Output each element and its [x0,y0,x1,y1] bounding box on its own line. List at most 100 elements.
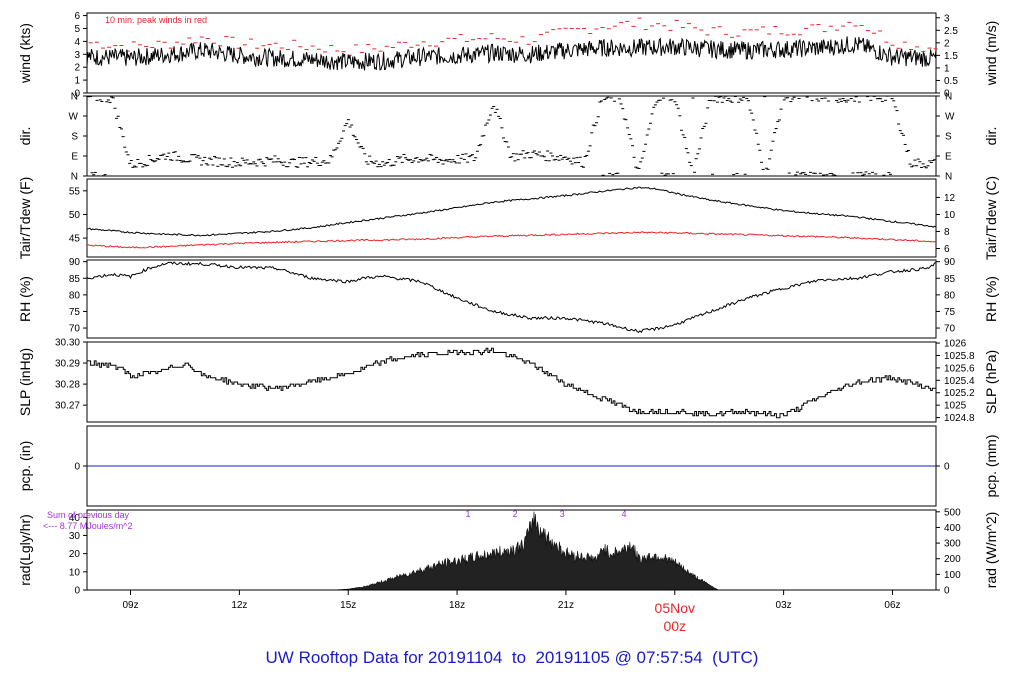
slp-frame [86,341,937,423]
slp-tick-label-right: 1025.6 [944,363,975,374]
rh-tick-label-right: 75 [944,307,956,318]
rh-tick-label-right: 85 [944,274,956,285]
rh-frame [86,259,937,339]
rad-tick-label-left: 20 [69,549,81,560]
temp-series-line-black [86,186,937,237]
wind-tick-label-left: 2 [74,63,80,74]
dir-tick-label-left: N [71,92,78,103]
rad-ylabel-right: rad (W/m^2) [983,512,999,589]
rh-tick-label-right: 80 [944,290,956,301]
pcp-ylabel-left: pcp. (in) [17,441,33,492]
rad-tick-label-right: 0 [944,586,950,597]
rad-tick-label-right: 100 [944,570,961,581]
slp-tick-label-right: 1025.4 [944,376,975,387]
rad-annotation-line-1: Sum of previous day [47,510,130,520]
wind-tick-label-right: 2 [944,38,950,49]
rad-marker-label: 4 [621,509,626,519]
wind-tick-label-right: 3 [944,13,950,24]
wind-tick-label-right: 1 [944,63,950,74]
slp-tick-label-left: 30.30 [55,338,80,349]
temp-tick-label-left: 50 [69,210,81,221]
temp-tick-label-left: 55 [69,186,81,197]
dir-tick-label-left: W [69,112,79,123]
rad-tick-label-left: 0 [74,586,80,597]
wind-tick-label-right: 1.5 [944,51,958,62]
wind-tick-label-right: 2.5 [944,26,958,37]
rh-tick-label-left: 90 [69,257,81,268]
slp-tick-label-left: 30.29 [55,359,80,370]
rad-tick-label-right: 400 [944,523,961,534]
rh-tick-label-right: 90 [944,257,956,268]
pcp-tick-label-left: 0 [74,462,80,473]
wind-tick-label-right: 0 [944,89,950,100]
rad-tick-label-left: 10 [69,567,81,578]
dir-tick-label-right: E [945,152,952,163]
x-date-time-label: 00z [663,618,686,634]
wind-tick-label-left: 6 [74,11,80,22]
wind-tick-label-left: 5 [74,24,80,35]
wind-annotation: 10 min. peak winds in red [105,15,207,25]
x-tick-label: 09z [122,600,138,611]
dir-tick-label-left: N [71,172,78,183]
rad-annotation-line-2: <--- 8.77 MJoules/m^2 [43,521,133,531]
rh-tick-label-left: 70 [69,324,81,335]
slp-tick-label-right: 1024.8 [944,413,975,424]
rh-tick-label-left: 75 [69,307,81,318]
temp-ylabel-left: Tair/Tdew (F) [17,177,33,259]
slp-tick-label-right: 1025.2 [944,388,975,399]
x-tick-label: 18z [449,600,465,611]
slp-tick-label-left: 30.28 [55,380,80,391]
dir-ylabel-right: dir. [983,127,999,146]
temp-tick-label-right: 6 [944,244,950,255]
slp-tick-label-right: 1025 [944,401,967,412]
temp-tick-label-right: 12 [944,193,956,204]
wind-tick-label-left: 1 [74,76,80,87]
wind-tick-label-left: 3 [74,50,80,61]
x-tick-label: 03z [776,600,792,611]
x-tick-label: 21z [558,600,574,611]
rad-tick-label-left: 30 [69,531,81,542]
rad-tick-label-right: 300 [944,539,961,550]
rh-tick-label-left: 80 [69,290,81,301]
wind-tick-label-right: 0.5 [944,76,958,87]
x-tick-label: 12z [231,600,247,611]
wind-ylabel-left: wind (kts) [17,23,33,84]
dir-tick-label-right: S [945,132,952,143]
dir-tick-label-left: E [71,152,78,163]
temp-frame [86,178,937,258]
dir-tick-label-left: S [71,132,78,143]
rad-ylabel-left: rad(Lgly/hr) [17,514,33,586]
temp-tick-label-right: 10 [944,210,956,221]
x-date-label: 05Nov [655,600,695,616]
slp-tick-label-left: 30.27 [55,401,80,412]
slp-tick-label-right: 1026 [944,339,967,350]
rad-tick-label-right: 500 [944,507,961,518]
rad-marker-label: 1 [465,509,470,519]
slp-tick-label-right: 1025.8 [944,351,975,362]
wind-ylabel-right: wind (m/s) [983,21,999,87]
footer-title: UW Rooftop Data for 20191104 to 20191105… [265,648,759,667]
temp-tick-label-right: 8 [944,227,950,238]
x-tick-label: 06z [884,600,900,611]
dir-tick-label-right: W [945,112,955,123]
dir-frame [86,95,937,177]
rad-tick-label-left: 40 [69,513,81,524]
temp-series-line-red [86,231,937,249]
wind-tick-label-left: 0 [74,89,80,100]
pcp-ylabel-right: pcp. (mm) [983,435,999,498]
rad-marker-label: 3 [560,509,565,519]
rad-tick-label-right: 200 [944,554,961,565]
temp-ylabel-right: Tair/Tdew (C) [983,176,999,260]
slp-series-line [87,347,937,419]
dir-ylabel-left: dir. [17,127,33,146]
slp-ylabel-right: SLP (hPa) [983,350,999,414]
wind-series-line [86,36,937,71]
rad-series-area [87,511,936,591]
dir-tick-label-right: N [945,92,952,103]
x-tick-label: 15z [340,600,356,611]
rh-series-line [86,261,937,334]
rh-tick-label-right: 70 [944,324,956,335]
pcp-tick-label-right: 0 [944,462,950,473]
temp-tick-label-left: 45 [69,234,81,245]
